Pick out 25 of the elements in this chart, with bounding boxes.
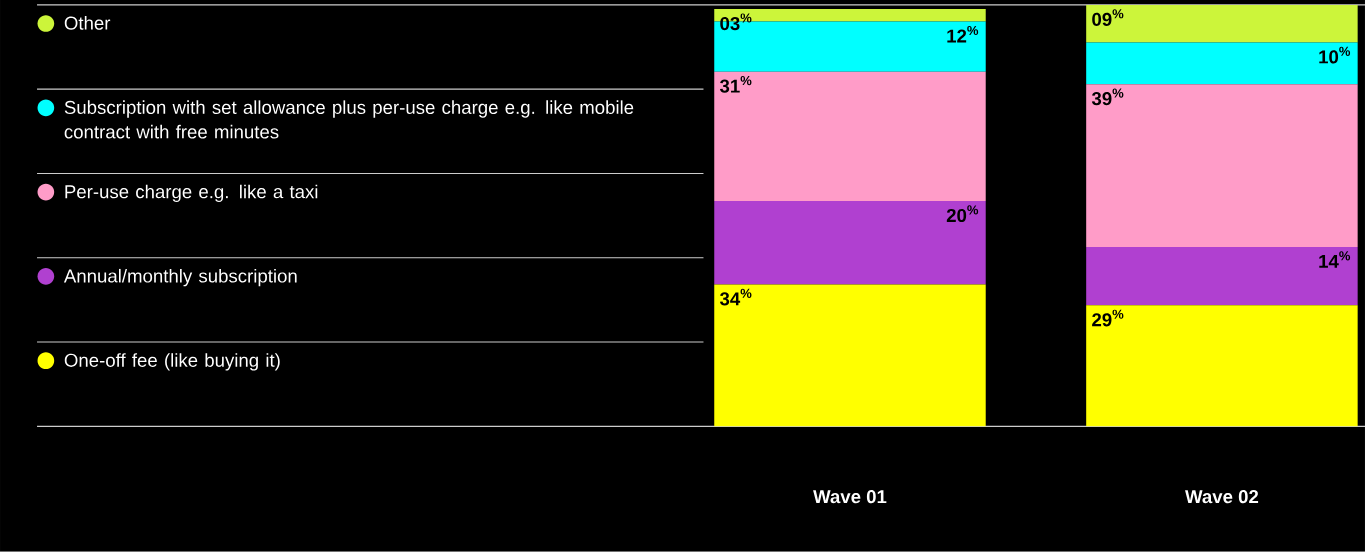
legend-label: Subscription with set allowance plus per-use charge e.g. like mobile contract with free minutes	[64, 100, 634, 139]
data-label: 03$^{%}$	[720, 13, 752, 31]
bar	[1086, 84, 1358, 248]
data-label: 12$^{%}$	[947, 26, 979, 43]
data-label: 20$^{%}$	[946, 205, 979, 223]
legend-label: One-off fee (like buying it)	[64, 353, 280, 371]
bar	[1086, 42, 1358, 85]
data-label: 14$^{%}$	[1319, 251, 1351, 268]
bar	[714, 71, 986, 202]
x-tick-label: Wave 02	[1185, 490, 1259, 504]
x-tick-label: Wave 01	[813, 490, 887, 504]
data-label: 29$^{%}$	[1092, 309, 1124, 327]
data-label: 34$^{%}$	[719, 288, 752, 306]
bar	[1086, 247, 1358, 306]
bar	[1086, 305, 1358, 427]
legend-label: Other	[64, 16, 111, 30]
data-label: 31$^{%}$	[719, 76, 752, 93]
data-label: 39$^{%}$	[1091, 88, 1124, 106]
bar	[714, 284, 986, 427]
data-label: 09$^{%}$	[1092, 9, 1124, 27]
legend-label: Per-use charge e.g. like a taxi	[65, 184, 318, 203]
data-label: 10$^{%}$	[1319, 46, 1351, 64]
bar	[714, 201, 986, 285]
bar	[1086, 5, 1358, 43]
legend-label: Annual/monthly subscription	[63, 269, 297, 287]
